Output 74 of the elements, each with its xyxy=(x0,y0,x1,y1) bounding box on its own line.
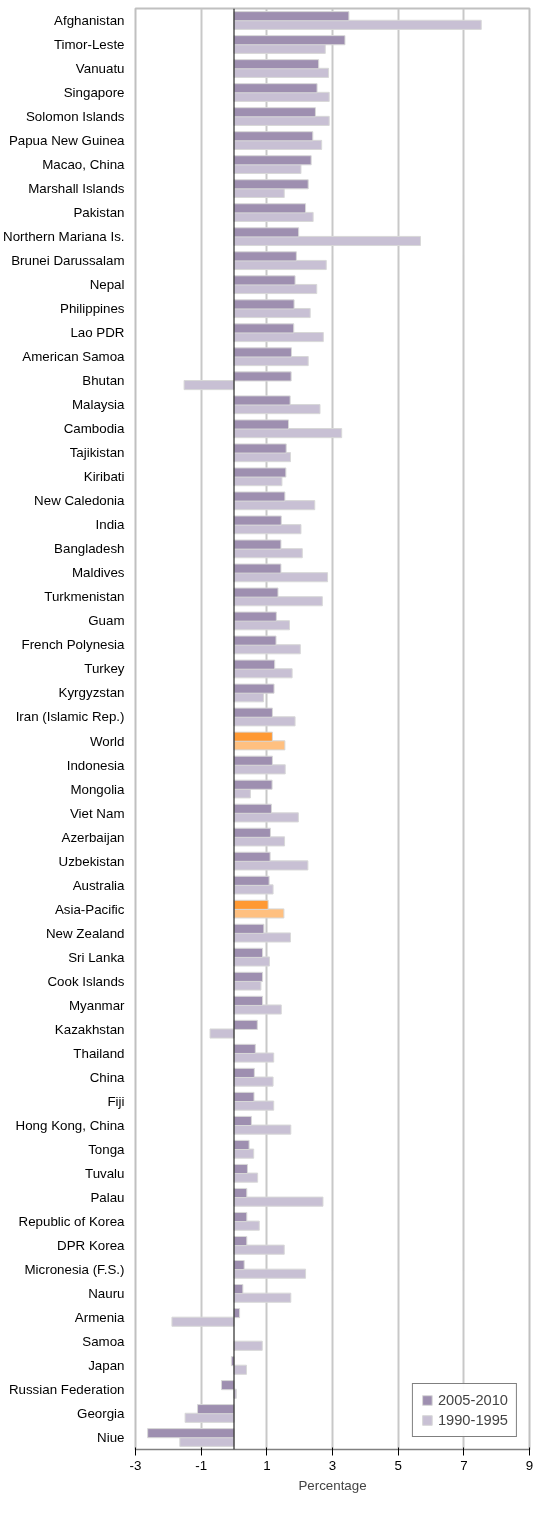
y-tick-label: Bangladesh xyxy=(54,541,125,557)
y-tick-label: Nauru xyxy=(88,1285,125,1301)
y-tick-label: Armenia xyxy=(74,1309,126,1325)
y-tick-label: New Zealand xyxy=(45,925,125,941)
y-tick-label: Asia-Pacific xyxy=(54,901,125,917)
y-tick-label: World xyxy=(89,733,125,749)
bar xyxy=(233,371,292,382)
x-tick-label: -3 xyxy=(129,1457,142,1473)
y-tick-label: Papua New Guinea xyxy=(8,133,126,149)
y-tick-label: Palau xyxy=(90,1189,125,1205)
y-tick-label: Republic of Korea xyxy=(18,1213,126,1229)
y-tick-label: New Caledonia xyxy=(34,493,126,509)
y-tick-label: Timor-Leste xyxy=(53,37,125,53)
y-tick-label: DPR Korea xyxy=(57,1237,126,1253)
y-tick-label: Tajikistan xyxy=(69,445,125,461)
x-tick-label: 7 xyxy=(460,1457,468,1473)
y-tick-label: Japan xyxy=(88,1357,125,1373)
x-tick-label: -1 xyxy=(195,1457,208,1473)
y-tick-label: Cook Islands xyxy=(47,973,125,989)
y-tick-label: Thailand xyxy=(73,1045,125,1061)
bar xyxy=(233,1340,263,1351)
y-tick-label: Guam xyxy=(88,613,125,629)
y-tick-label: Vanuatu xyxy=(75,61,125,77)
y-tick-label: Cambodia xyxy=(63,421,126,437)
y-tick-label: Georgia xyxy=(77,1405,126,1421)
y-tick-label: Iran (Islamic Rep.) xyxy=(15,709,125,725)
y-tick-label: Viet Nam xyxy=(69,805,125,821)
y-tick-label: Uzbekistan xyxy=(58,853,125,869)
y-tick-label: Nepal xyxy=(89,277,125,293)
legend-label: 1990-1995 xyxy=(437,1412,508,1428)
y-tick-label: Russian Federation xyxy=(8,1381,125,1397)
y-tick-label: Fiji xyxy=(107,1093,125,1109)
y-tick-label: Lao PDR xyxy=(70,325,125,341)
y-tick-label: Kazakhstan xyxy=(54,1021,125,1037)
y-tick-label: Singapore xyxy=(63,85,125,101)
y-tick-label: Hong Kong, China xyxy=(15,1117,126,1133)
y-tick-label: Australia xyxy=(72,877,126,893)
y-tick-label: Northern Mariana Is. xyxy=(3,229,125,245)
y-tick-label: American Samoa xyxy=(22,349,126,365)
bar xyxy=(233,1019,258,1030)
y-tick-label: China xyxy=(89,1069,126,1085)
y-tick-label: Turkey xyxy=(84,661,125,677)
legend-label: 2005-2010 xyxy=(437,1392,508,1408)
x-tick-label: 9 xyxy=(525,1457,534,1473)
x-tick-label: 1 xyxy=(263,1457,271,1473)
y-tick-label: Niue xyxy=(97,1429,125,1445)
bar xyxy=(209,1028,235,1039)
y-tick-label: Mongolia xyxy=(70,781,126,797)
y-tick-label: Macao, China xyxy=(42,157,126,173)
y-tick-label: Turkmenistan xyxy=(44,589,125,605)
y-tick-label: Philippines xyxy=(60,301,125,317)
y-tick-label: Sri Lanka xyxy=(68,949,126,965)
x-axis-title: Percentage xyxy=(298,1477,367,1493)
y-tick-label: Maldives xyxy=(71,565,125,581)
y-tick-label: Micronesia (F.S.) xyxy=(24,1261,125,1277)
y-tick-label: Brunei Darussalam xyxy=(11,253,125,269)
y-tick-label: Kiribati xyxy=(83,469,125,485)
y-tick-label: Azerbaijan xyxy=(61,829,125,845)
y-tick-label: Myanmar xyxy=(68,997,126,1013)
y-tick-label: Marshall Islands xyxy=(28,181,125,197)
y-tick-label: Tonga xyxy=(88,1141,126,1157)
y-tick-label: Samoa xyxy=(82,1333,126,1349)
y-tick-label: Afghanistan xyxy=(54,13,125,29)
y-tick-label: Malaysia xyxy=(71,397,126,413)
y-tick-label: Bhutan xyxy=(82,373,125,389)
x-tick-label: 5 xyxy=(394,1457,402,1473)
y-tick-label: French Polynesia xyxy=(21,637,126,653)
y-tick-label: Pakistan xyxy=(73,205,125,221)
y-tick-label: Kyrgyzstan xyxy=(58,685,125,701)
y-tick-label: Indonesia xyxy=(66,757,126,773)
y-tick-label: India xyxy=(95,517,126,533)
y-tick-label: Solomon Islands xyxy=(25,109,125,125)
y-tick-label: Tuvalu xyxy=(84,1165,125,1181)
x-tick-label: 3 xyxy=(328,1457,337,1473)
